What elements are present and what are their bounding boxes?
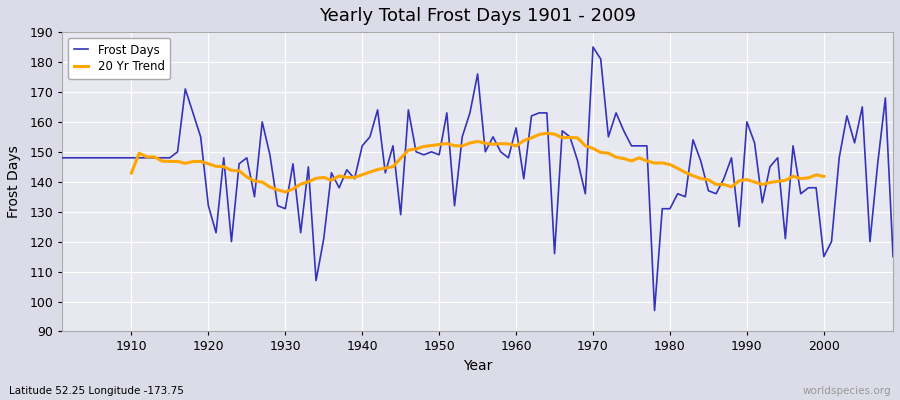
Line: 20 Yr Trend: 20 Yr Trend (131, 133, 824, 192)
Title: Yearly Total Frost Days 1901 - 2009: Yearly Total Frost Days 1901 - 2009 (320, 7, 636, 25)
Y-axis label: Frost Days: Frost Days (7, 145, 21, 218)
20 Yr Trend (726, 184, 737, 189)
20 Yr Trend (811, 172, 822, 177)
Frost Days (334, 185, 345, 190)
Text: Latitude 52.25 Longitude -173.75: Latitude 52.25 Longitude -173.75 (9, 386, 184, 396)
20 Yr Trend (211, 164, 221, 169)
Frost Days (887, 254, 898, 259)
20 Yr Trend (818, 174, 829, 179)
Frost Days (588, 45, 598, 50)
Frost Days (649, 308, 660, 313)
Frost Days (118, 156, 129, 160)
Line: Frost Days: Frost Days (62, 47, 893, 310)
Frost Days (57, 156, 68, 160)
Frost Days (288, 161, 299, 166)
20 Yr Trend (126, 170, 137, 175)
Text: worldspecies.org: worldspecies.org (803, 386, 891, 396)
20 Yr Trend (295, 182, 306, 186)
Legend: Frost Days, 20 Yr Trend: Frost Days, 20 Yr Trend (68, 38, 170, 79)
Frost Days (611, 110, 622, 115)
X-axis label: Year: Year (463, 359, 492, 373)
20 Yr Trend (542, 131, 553, 136)
Frost Days (510, 126, 521, 130)
20 Yr Trend (280, 190, 291, 194)
Frost Days (503, 156, 514, 160)
20 Yr Trend (310, 176, 321, 181)
20 Yr Trend (534, 132, 544, 137)
